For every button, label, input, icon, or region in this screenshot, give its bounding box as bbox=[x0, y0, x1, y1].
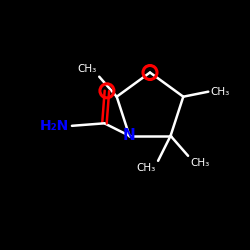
Text: CH₃: CH₃ bbox=[190, 158, 210, 168]
Text: CH₃: CH₃ bbox=[78, 64, 97, 74]
Text: CH₃: CH₃ bbox=[211, 87, 230, 97]
Text: CH₃: CH₃ bbox=[136, 163, 156, 173]
Text: H₂N: H₂N bbox=[40, 119, 70, 133]
Text: N: N bbox=[123, 128, 136, 143]
